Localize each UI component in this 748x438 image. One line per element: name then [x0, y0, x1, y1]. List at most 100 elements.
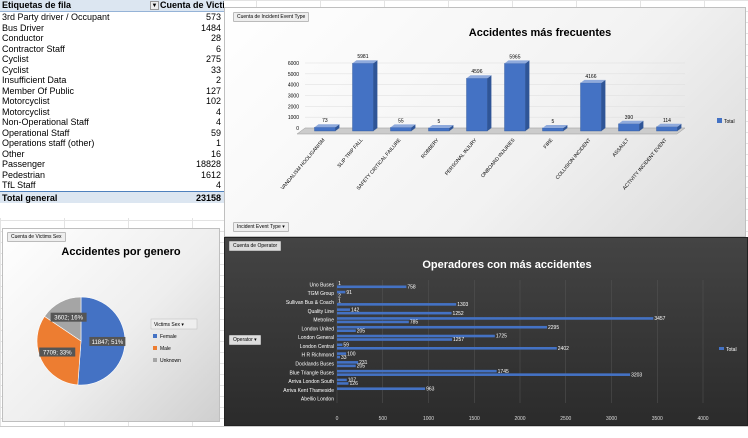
y-tick-label: Uno Buses	[310, 282, 335, 288]
data-label: 1745	[498, 369, 509, 375]
y-tick-label: Arriva London South	[288, 379, 334, 385]
axis-field-button[interactable]: Operator ▾	[229, 335, 261, 345]
row-value: 33	[210, 64, 221, 75]
data-label-bg	[39, 347, 76, 357]
data-label: 142	[351, 307, 360, 313]
row-label: Operational Staff	[2, 127, 70, 138]
bar	[337, 369, 497, 373]
pivot-row[interactable]: Cyclist 275	[0, 54, 224, 65]
chart-canvas: Accidentes más frecuentes 0 1000 2000 3000 40…	[280, 27, 735, 192]
chart-accidentes-genero[interactable]: Cuenta de Victims Sex Accidentes por gen…	[2, 228, 220, 422]
y-tick-label: 6000	[288, 61, 299, 67]
data-label: 1303	[457, 302, 468, 308]
y-tick-label: Docklands Buses	[295, 361, 334, 367]
data-label-bg	[50, 312, 87, 322]
data-label: 7709; 33%	[43, 351, 72, 357]
row-label: Non-Operational Staff	[2, 117, 89, 127]
row-label: Contractor Staff	[2, 43, 65, 54]
data-label: 11847; 51%	[92, 340, 124, 346]
x-tick-label: FIRE	[543, 137, 555, 150]
pivot-row[interactable]: Contractor Staff 6	[0, 44, 224, 55]
row-label: Member Of Public	[2, 85, 75, 96]
pivot-row[interactable]: Bus Driver 1484	[0, 23, 224, 34]
pivot-header: Etiquetas de fila ▼ Cuenta de Victim Cate…	[0, 0, 224, 12]
data-label: 231	[359, 360, 368, 366]
data-label: 2	[338, 293, 341, 299]
row-value: 1484	[200, 22, 221, 33]
data-label: 3457	[654, 316, 665, 322]
pivot-row[interactable]: Motorcyclist 4	[0, 107, 224, 118]
y-tick-label: 2000	[288, 104, 299, 110]
row-value: 4	[215, 180, 221, 190]
data-label: 3203	[631, 372, 642, 378]
pivot-row[interactable]: Passenger 18828	[0, 159, 224, 170]
data-label: 3602; 16%	[54, 316, 83, 322]
chart-title: Accidentes por genero	[61, 246, 180, 258]
pivot-row[interactable]: Insufficient Data 2	[0, 75, 224, 86]
data-label-bg	[89, 336, 126, 346]
row-label: Motorcyclist	[2, 106, 50, 117]
data-label: 1	[338, 281, 341, 287]
chart-canvas: Operadores con más accidentes 0 500 1000 150…	[283, 259, 737, 422]
field-button-values[interactable]: Cuenta de Incident Event Type	[233, 12, 310, 22]
value-header[interactable]: Cuenta de Victim Category	[160, 0, 224, 10]
data-label: 4596	[471, 69, 482, 75]
y-tick-label: 0	[296, 126, 299, 132]
y-tick-label: London United	[301, 326, 334, 332]
field-button-values[interactable]: Cuenta de Victims Sex	[7, 232, 66, 242]
data-label: 4166	[585, 74, 596, 80]
x-tick-label: 1500	[469, 416, 480, 422]
sheet-bottom-row	[0, 426, 748, 438]
x-tick-label: ROBBERY	[420, 137, 441, 160]
bar	[337, 373, 631, 376]
chart-title: Accidentes más frecuentes	[469, 27, 611, 39]
pivot-row[interactable]: Member Of Public 127	[0, 86, 224, 97]
total-value: 23158	[195, 192, 221, 203]
row-value: 4	[215, 117, 221, 127]
data-label: 1252	[453, 311, 464, 317]
y-tick-label: Blue Triangle Buses	[290, 370, 335, 376]
chart-title: Operadores con más accidentes	[422, 259, 591, 271]
row-label: Insufficient Data	[2, 75, 67, 85]
x-tick-label: 0	[336, 416, 339, 422]
data-label: 205	[357, 328, 366, 334]
row-labels-header-text: Etiquetas de fila	[2, 0, 72, 10]
pivot-row[interactable]: Operations staff (other) 1	[0, 138, 224, 149]
pivot-row[interactable]: Cyclist 33	[0, 65, 224, 76]
data-label: 59	[343, 343, 349, 349]
bar-top	[352, 60, 378, 64]
axis-field-button[interactable]: Incident Event Type ▾	[233, 222, 289, 232]
pivot-row[interactable]: Operational Staff 59	[0, 128, 224, 139]
legend-swatch	[153, 346, 157, 350]
chart-accidentes-frecuentes[interactable]: Cuenta de Incident Event Type Accidentes…	[224, 7, 746, 237]
pivot-row[interactable]: 3rd Party driver / Occupant 573	[0, 12, 224, 23]
y-tick-label: 1000	[288, 115, 299, 121]
y-tick-label: Quality Line	[308, 309, 335, 315]
row-label: Conductor	[2, 33, 44, 43]
row-label: Cyclist	[2, 64, 29, 75]
bar	[337, 355, 341, 359]
bar	[466, 78, 488, 132]
legend-label: Total	[726, 347, 737, 353]
x-tick-label: 3000	[606, 416, 617, 422]
data-label: 5965	[509, 54, 520, 60]
pivot-row[interactable]: Conductor 28	[0, 33, 224, 44]
row-labels-header[interactable]: Etiquetas de fila ▼	[0, 0, 160, 11]
data-label: 55	[398, 118, 404, 124]
filter-dropdown-icon[interactable]: ▼	[150, 1, 159, 10]
pivot-row[interactable]: Other 16	[0, 149, 224, 160]
bar-side	[411, 124, 416, 131]
data-label: 758	[407, 285, 416, 291]
data-label: 1257	[453, 337, 464, 343]
pivot-row[interactable]: TfL Staff 4	[0, 180, 224, 191]
y-tick-label: London Central	[300, 344, 334, 350]
chart-operadores[interactable]: Cuenta de Operator Operator ▾ Operadores…	[224, 237, 748, 426]
pivot-row[interactable]: Pedestrian 1612	[0, 170, 224, 181]
field-button-values[interactable]: Cuenta de Operator	[229, 241, 282, 251]
row-label: Passenger	[2, 159, 46, 169]
row-value: 6	[215, 43, 221, 54]
bar	[337, 317, 654, 320]
bar-top	[428, 124, 454, 128]
pivot-row[interactable]: Non-Operational Staff 4	[0, 117, 224, 128]
pivot-row[interactable]: Motorcyclist 102	[0, 96, 224, 107]
